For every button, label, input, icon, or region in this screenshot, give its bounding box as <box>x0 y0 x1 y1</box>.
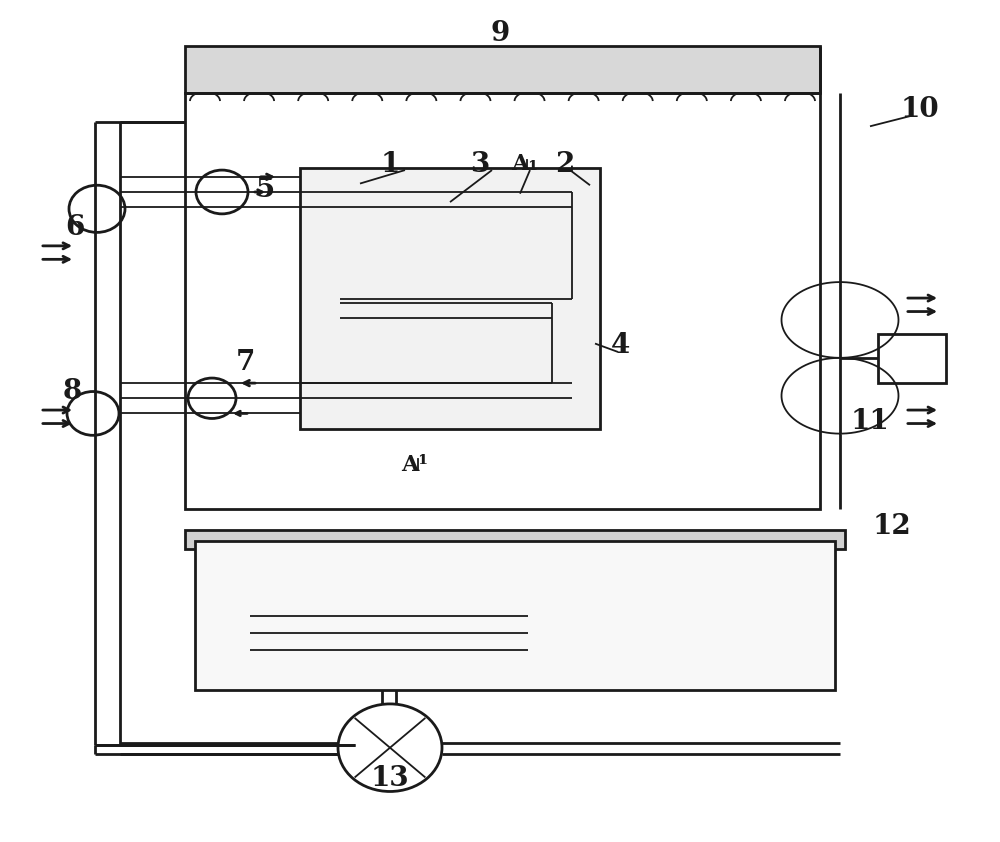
Text: 10: 10 <box>901 96 939 123</box>
Text: 2: 2 <box>555 151 575 178</box>
Text: 13: 13 <box>371 765 409 792</box>
Bar <box>185 46 820 93</box>
Bar <box>878 334 946 383</box>
Text: 3: 3 <box>470 151 490 178</box>
Text: 5: 5 <box>255 176 275 203</box>
Text: 4: 4 <box>610 332 630 359</box>
Text: 8: 8 <box>62 378 82 405</box>
Text: 1: 1 <box>380 151 400 178</box>
Bar <box>195 541 835 690</box>
Text: A₁: A₁ <box>511 153 539 175</box>
Text: 12: 12 <box>873 513 911 540</box>
Text: 6: 6 <box>65 214 85 241</box>
Text: A¹: A¹ <box>401 454 429 476</box>
Text: 9: 9 <box>490 20 510 47</box>
Bar <box>300 168 600 429</box>
Text: 11: 11 <box>851 408 889 434</box>
Bar <box>185 530 845 549</box>
Bar <box>185 93 820 509</box>
Text: 7: 7 <box>235 349 255 376</box>
